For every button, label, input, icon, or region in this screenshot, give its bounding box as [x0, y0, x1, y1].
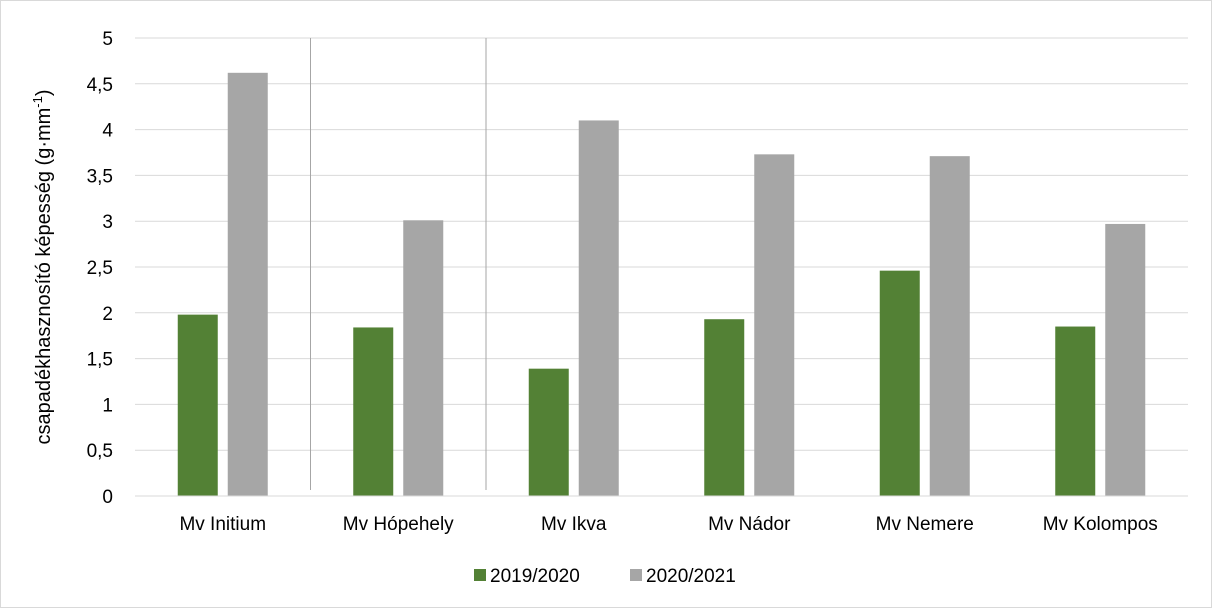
- x-category-label: Mv Ikva: [541, 514, 607, 535]
- x-category-label: Mv Initium: [179, 514, 266, 535]
- y-tick-label: 4: [102, 121, 113, 142]
- legend-label: 2019/2020: [490, 566, 580, 587]
- y-tick-label: 2,5: [87, 258, 113, 279]
- bar-2019-2020-4: [879, 270, 920, 496]
- x-category-label: Mv Kolompos: [1043, 514, 1158, 535]
- bar-2020-2021-3: [754, 154, 795, 496]
- legend-label: 2020/2021: [646, 566, 736, 587]
- bar-2020-2021-4: [929, 156, 970, 496]
- bar-2019-2020-2: [528, 368, 569, 496]
- bar-2020-2021-1: [403, 220, 444, 496]
- y-tick-label: 0,5: [87, 441, 113, 462]
- y-axis-label: csapadékhasznosító képesség (g·mm-1): [30, 89, 55, 444]
- y-tick-label: 2: [102, 304, 113, 325]
- bar-2019-2020-1: [353, 327, 394, 496]
- bar-2020-2021-0: [227, 72, 268, 497]
- group-separators: [310, 38, 487, 490]
- y-tick-label: 0: [102, 487, 113, 508]
- x-category-label: Mv Hópehely: [343, 514, 454, 535]
- bar-2020-2021-2: [578, 120, 619, 496]
- bars: [177, 72, 1146, 497]
- bar-2019-2020-0: [177, 314, 218, 496]
- gridlines: [135, 37, 1188, 451]
- y-tick-label: 3: [102, 212, 113, 233]
- y-tick-label: 5: [102, 29, 113, 50]
- y-tick-labels: 0 0,5 1 1,5 2 2,5 3 3,5 4 4,5 5: [87, 29, 114, 508]
- x-category-labels: Mv Initium Mv Hópehely Mv Ikva Mv Nádor Mv N…: [179, 514, 1157, 535]
- y-tick-label: 3,5: [87, 166, 113, 187]
- y-tick-label: 1,5: [87, 350, 113, 371]
- y-tick-label: 1: [102, 395, 113, 416]
- bar-2019-2020-5: [1055, 326, 1096, 496]
- legend-swatch: [474, 569, 486, 581]
- legend-swatch: [630, 569, 642, 581]
- legend: 2019/2020 2020/2021: [474, 566, 736, 587]
- bar-2020-2021-5: [1105, 223, 1146, 496]
- x-category-label: Mv Nemere: [876, 514, 974, 535]
- x-category-label: Mv Nádor: [708, 514, 791, 535]
- y-tick-label: 4,5: [87, 75, 113, 96]
- bar-2019-2020-3: [704, 319, 745, 496]
